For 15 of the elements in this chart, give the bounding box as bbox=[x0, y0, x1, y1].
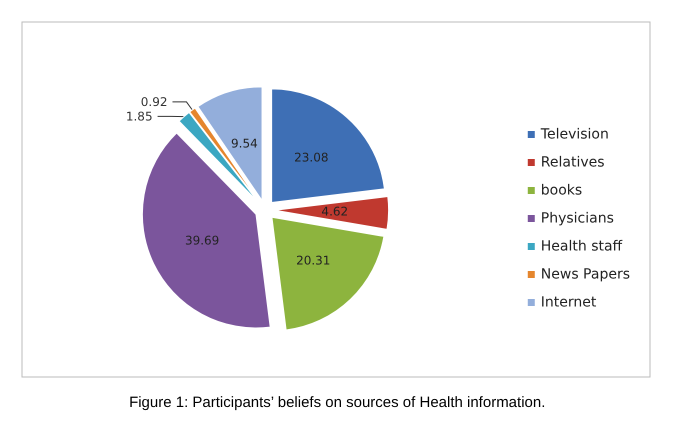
legend-label: Television bbox=[540, 126, 609, 142]
data-label: 1.85 bbox=[126, 109, 153, 124]
legend-label: Internet bbox=[540, 294, 597, 310]
legend-label: Physicians bbox=[540, 210, 614, 226]
data-label: 23.08 bbox=[294, 150, 328, 165]
legend-label: Relatives bbox=[540, 154, 605, 170]
data-label: 0.92 bbox=[140, 94, 168, 109]
data-label: 39.69 bbox=[184, 233, 220, 248]
data-label: 20.31 bbox=[296, 253, 330, 268]
data-label: 4.62 bbox=[321, 204, 348, 219]
data-label: 9.54 bbox=[231, 136, 258, 150]
legend-label: books bbox=[540, 182, 582, 198]
caption: Figure 1: Participants’ beliefs on sources of Health information. bbox=[129, 394, 546, 411]
legend-label: Health staff bbox=[540, 238, 623, 254]
legend-label: News Papers bbox=[540, 266, 630, 282]
